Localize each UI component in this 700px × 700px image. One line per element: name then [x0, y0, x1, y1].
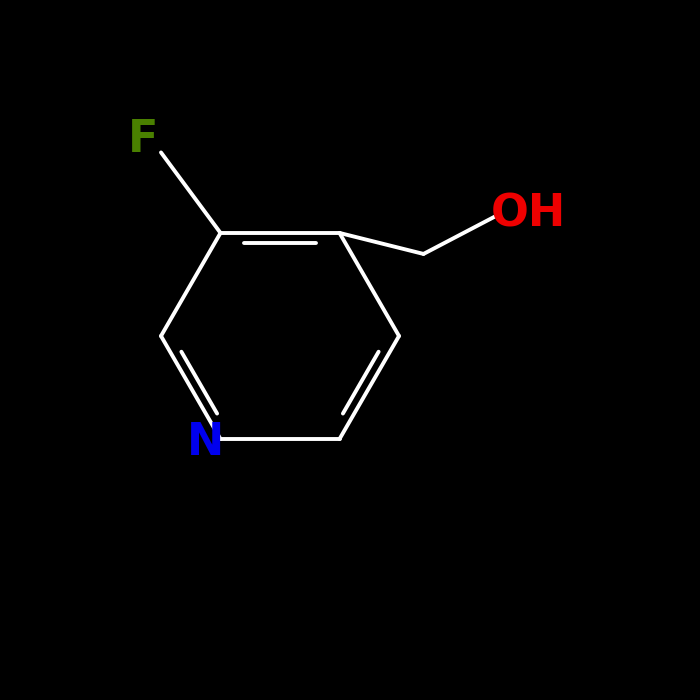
Text: OH: OH	[491, 193, 566, 235]
Text: N: N	[186, 421, 224, 464]
Text: F: F	[128, 118, 159, 161]
